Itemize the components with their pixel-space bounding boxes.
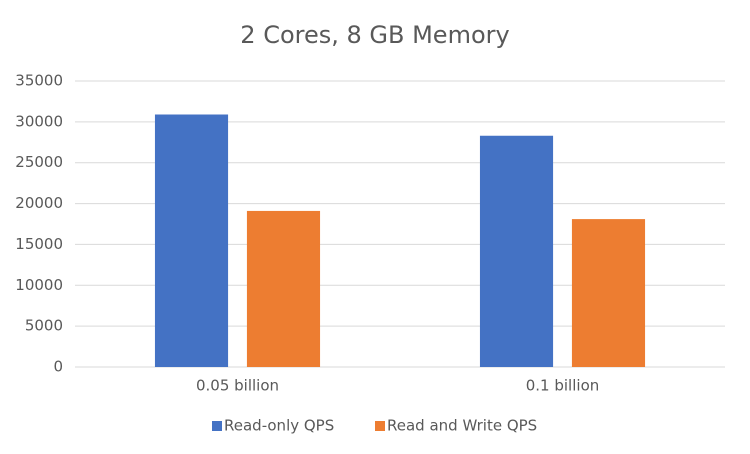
y-tick-label: 10000: [15, 276, 63, 294]
y-tick-label: 0: [53, 358, 63, 376]
legend-label: Read-only QPS: [224, 417, 334, 435]
bar: [479, 135, 554, 367]
legend-swatch: [375, 421, 385, 431]
legend-label: Read and Write QPS: [387, 417, 537, 435]
y-tick-label: 25000: [15, 153, 63, 171]
bar: [154, 114, 229, 367]
y-tick-label: 20000: [15, 194, 63, 212]
x-tick-label: 0.1 billion: [526, 377, 600, 395]
legend-swatch: [212, 421, 222, 431]
chart-title: 2 Cores, 8 GB Memory: [240, 21, 509, 49]
x-tick-label: 0.05 billion: [196, 377, 279, 395]
y-tick-label: 15000: [15, 235, 63, 253]
y-tick-label: 35000: [15, 72, 63, 90]
bar: [571, 219, 646, 367]
y-tick-label: 30000: [15, 112, 63, 130]
y-tick-label: 5000: [25, 317, 63, 335]
bar: [246, 210, 321, 367]
